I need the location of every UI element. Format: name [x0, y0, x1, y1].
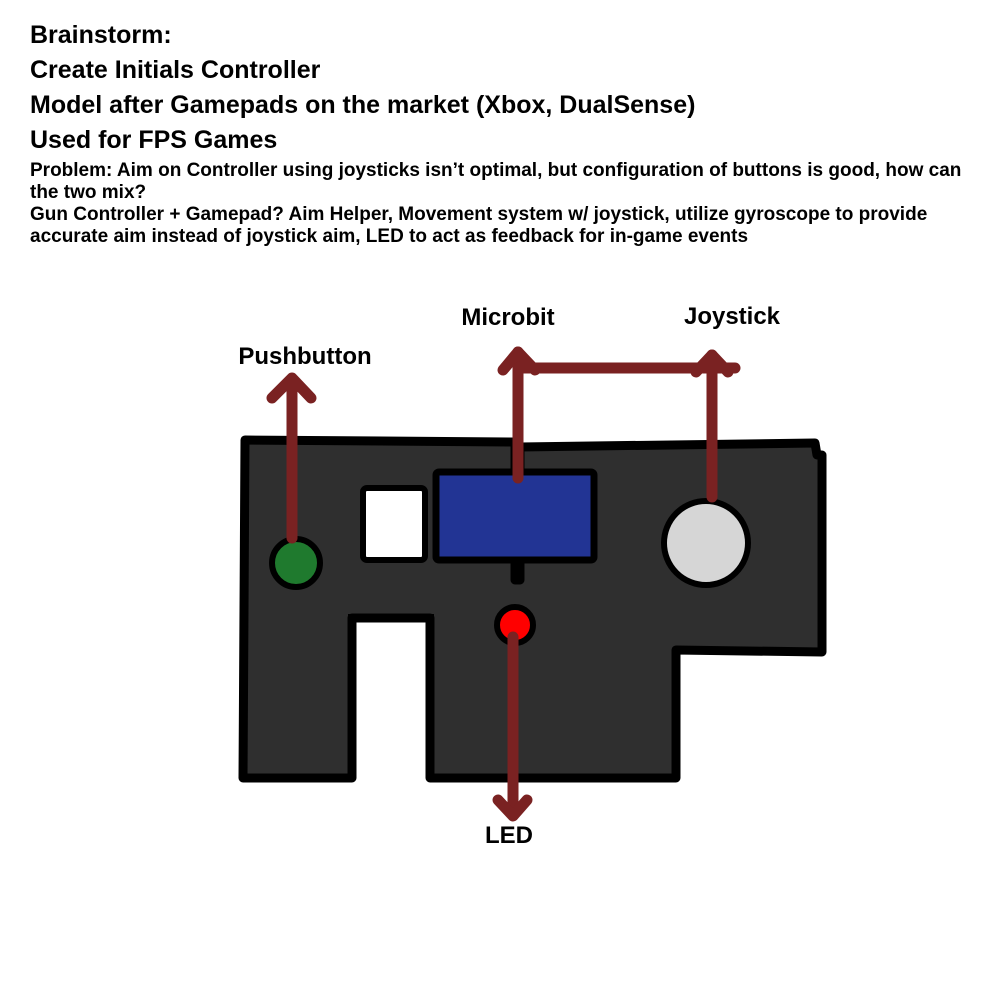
heading-line-used-for: Used for FPS Games [30, 126, 278, 154]
pushbutton-arrow-head [266, 372, 317, 404]
brainstorm-notes: Brainstorm: Create Initials Controller M… [30, 18, 990, 248]
joystick [661, 498, 751, 588]
square-button [360, 485, 428, 563]
joystick-label: Joystick [684, 303, 781, 330]
solution-text: Gun Controller + Gamepad? Aim Helper, Mo… [30, 204, 928, 247]
led-arrow-head [492, 794, 533, 822]
problem-text: Problem: Aim on Controller using joystic… [30, 160, 962, 203]
heading-line-create: Create Initials Controller [30, 56, 321, 84]
microbit-board [432, 468, 598, 564]
pushbutton-label: Pushbutton [238, 343, 371, 370]
board-notch-edge [348, 614, 434, 778]
microbit-label: Microbit [461, 304, 554, 331]
pushbutton [269, 536, 323, 590]
joystick-arrow-head [690, 349, 734, 378]
arrows [266, 346, 741, 822]
heading-line-brainstorm: Brainstorm: [30, 21, 172, 49]
heading-line-model: Model after Gamepads on the market (Xbox… [30, 91, 696, 119]
led-label: LED [485, 822, 533, 849]
